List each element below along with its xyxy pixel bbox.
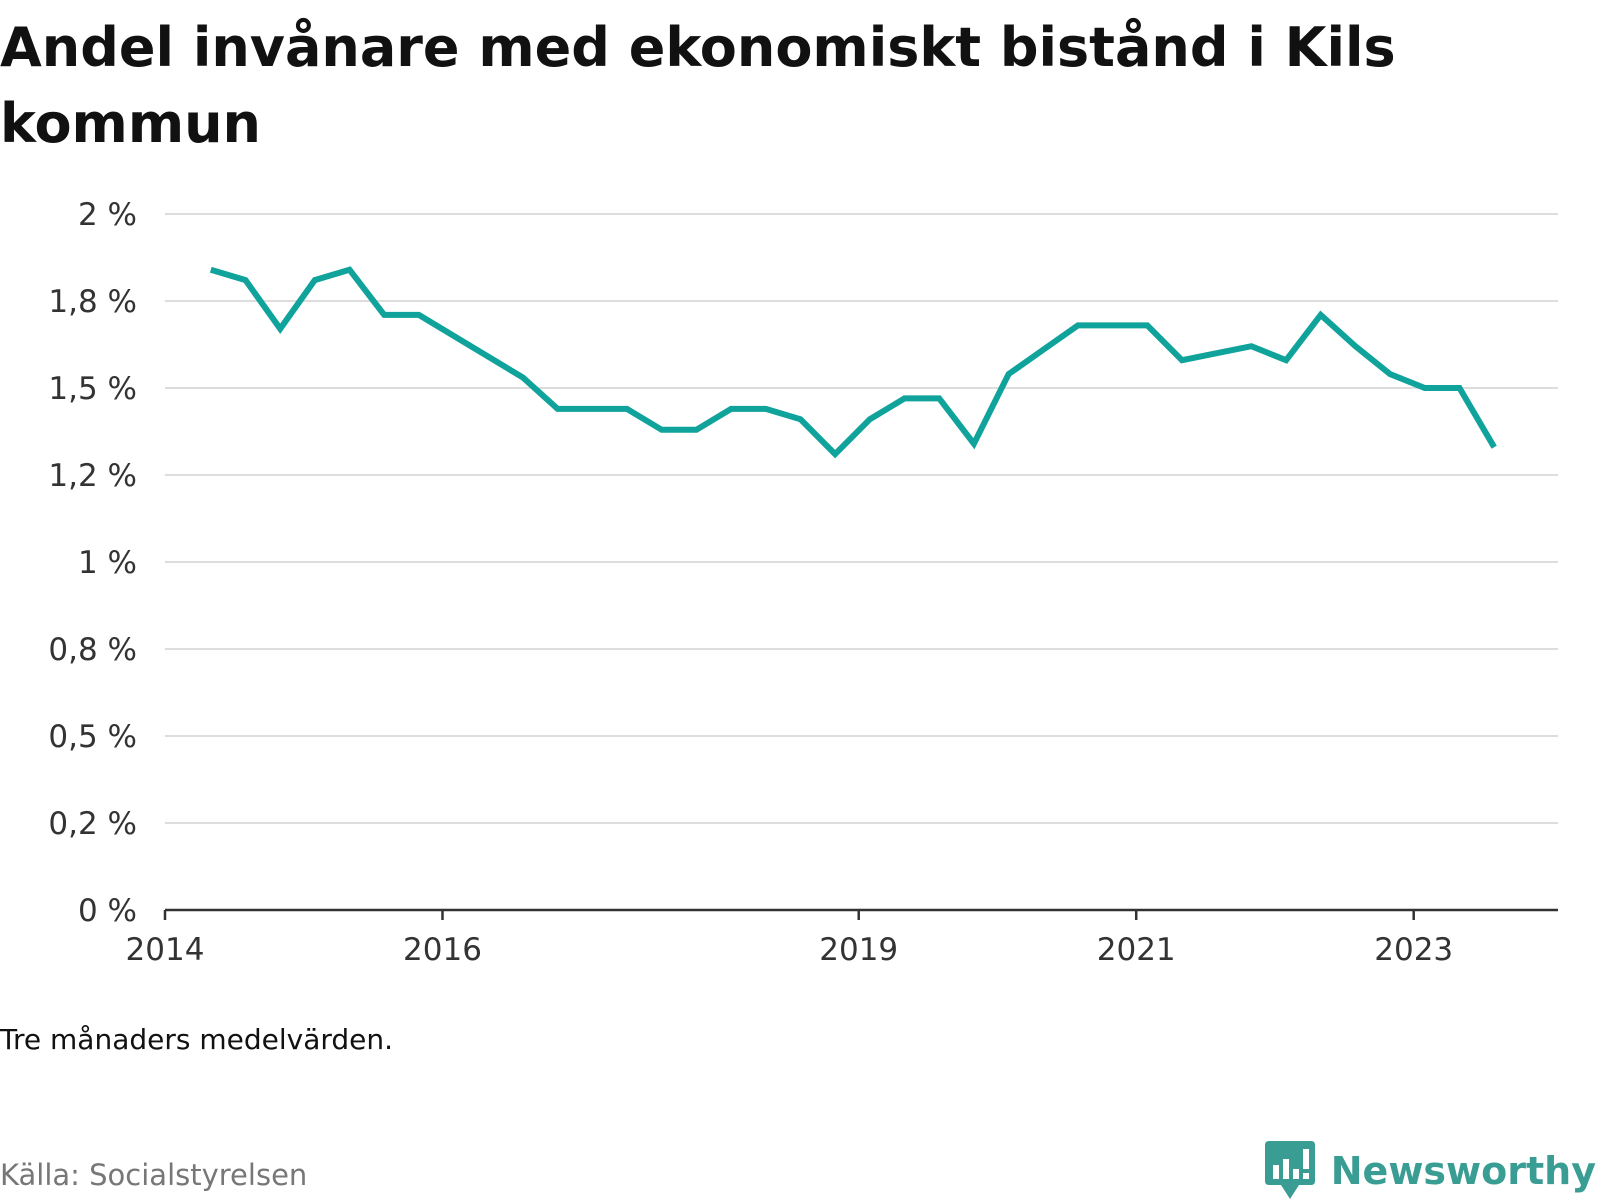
- y-axis-tick-labels: 0 % 0,2 % 0,5 % 0,8 % 1 % 1,2 % 1,5 % 1,8 % 2 %: [48, 197, 137, 929]
- grid-lines: [165, 213, 1558, 824]
- x-tick-label: 2021: [1097, 932, 1176, 968]
- x-axis: [163, 908, 1558, 920]
- y-tick-label: 2 %: [78, 197, 137, 233]
- x-tick-label: 2014: [126, 932, 205, 968]
- y-tick-label: 1,5 %: [48, 371, 137, 407]
- x-tick-label: 2023: [1374, 932, 1453, 968]
- y-tick-label: 1,2 %: [48, 458, 137, 494]
- source-text: Källa: Socialstyrelsen: [0, 1158, 308, 1192]
- brand-logo: Newsworthy: [1264, 1141, 1596, 1201]
- y-tick-label: 0,8 %: [48, 632, 137, 668]
- brand-name: Newsworthy: [1330, 1149, 1596, 1193]
- y-tick-label: 1,8 %: [48, 284, 137, 320]
- series-line: [209, 266, 1497, 459]
- y-tick-label: 1 %: [78, 545, 137, 581]
- chart-note: Tre månaders medelvärden.: [0, 1023, 394, 1056]
- x-tick-label: 2016: [403, 932, 482, 968]
- y-tick-label: 0,2 %: [48, 806, 137, 842]
- series-layer: [209, 266, 1497, 459]
- line-chart: 0 %0,2 %0,5 %0,8 %1 %1,2 %1,5 %1,8 %2 % …: [48, 197, 1558, 968]
- x-axis-tick-labels: 2014 2016 2019 2021 2023: [126, 932, 1454, 968]
- y-tick-label: 0,5 %: [48, 719, 137, 755]
- x-tick-label: 2019: [819, 932, 898, 968]
- y-tick-label: 0 %: [78, 893, 137, 929]
- newsworthy-logo-icon: [1264, 1141, 1315, 1199]
- chart-title: Andel invånare med ekonomiskt bistånd i …: [0, 16, 1396, 155]
